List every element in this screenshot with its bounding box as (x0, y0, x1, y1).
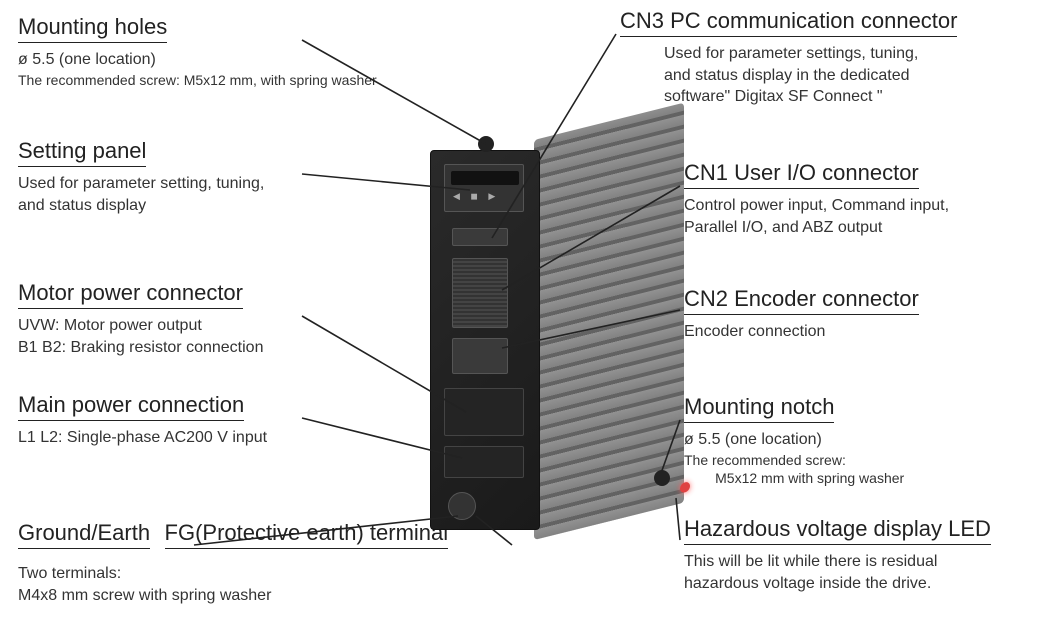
title-setting-panel: Setting panel (18, 138, 146, 167)
desc-line: Control power input, Command input, (684, 195, 1054, 217)
label-main-power: Main power connection L1 L2: Single-phas… (18, 392, 418, 449)
title-mounting-holes: Mounting holes (18, 14, 167, 43)
desc-line: Used for parameter setting, tuning, (18, 173, 418, 195)
desc-line: B1 B2: Braking resistor connection (18, 337, 418, 359)
desc-line: L1 L2: Single-phase AC200 V input (18, 427, 418, 449)
desc-line: ø 5.5 (one location) (18, 49, 418, 71)
device-mounting-notch (654, 470, 670, 486)
title-hazardous-led: Hazardous voltage display LED (684, 516, 991, 545)
device-motor-power-terminal (444, 388, 524, 436)
label-cn2: CN2 Encoder connector Encoder connection (684, 286, 1054, 343)
title-motor-power: Motor power connector (18, 280, 243, 309)
desc-line: The recommended screw: M5x12 mm, with sp… (18, 71, 418, 90)
label-hazardous-led: Hazardous voltage display LED This will … (684, 516, 1059, 594)
title-cn1: CN1 User I/O connector (684, 160, 919, 189)
desc-line: ø 5.5 (one location) (684, 429, 1054, 451)
label-mounting-notch: Mounting notch ø 5.5 (one location) The … (684, 394, 1054, 488)
desc-line: The recommended screw: (684, 451, 1054, 470)
device-main-power-terminal (444, 446, 524, 478)
device-mounting-hole (478, 136, 494, 152)
label-cn1: CN1 User I/O connector Control power inp… (684, 160, 1054, 238)
label-mounting-holes: Mounting holes ø 5.5 (one location) The … (18, 14, 418, 89)
device-cn2-port (452, 338, 508, 374)
title-main-power: Main power connection (18, 392, 244, 421)
title-cn3: CN3 PC communication connector (620, 8, 957, 37)
label-motor-power: Motor power connector UVW: Motor power o… (18, 280, 418, 358)
desc-line: and status display (18, 195, 418, 217)
desc-line: hazardous voltage inside the drive. (684, 573, 1059, 595)
desc-line: Encoder connection (684, 321, 1054, 343)
desc-line: Two terminals: (18, 563, 578, 585)
device-fg-terminal (448, 492, 476, 520)
device-setting-panel (444, 164, 524, 212)
desc-line: M5x12 mm with spring washer (684, 469, 1054, 488)
desc-line: M4x8 mm screw with spring washer (18, 585, 578, 607)
label-setting-panel: Setting panel Used for parameter setting… (18, 138, 418, 216)
device-illustration (430, 140, 680, 540)
title-cn2: CN2 Encoder connector (684, 286, 919, 315)
title-ground-fg: FG(Protective earth) terminal (165, 520, 449, 549)
device-cn1-port (452, 258, 508, 328)
desc-line: software" Digitax SF Connect " (664, 86, 1050, 108)
desc-line: and status display in the dedicated (664, 65, 1050, 87)
desc-line: This will be lit while there is residual (684, 551, 1059, 573)
label-cn3: CN3 PC communication connector Used for … (620, 8, 1050, 108)
desc-line: Used for parameter settings, tuning, (664, 43, 1050, 65)
title-mounting-notch: Mounting notch (684, 394, 834, 423)
desc-line: Parallel I/O, and ABZ output (684, 217, 1054, 239)
device-cn3-port (452, 228, 508, 246)
title-ground: Ground/Earth (18, 520, 150, 549)
desc-line: UVW: Motor power output (18, 315, 418, 337)
